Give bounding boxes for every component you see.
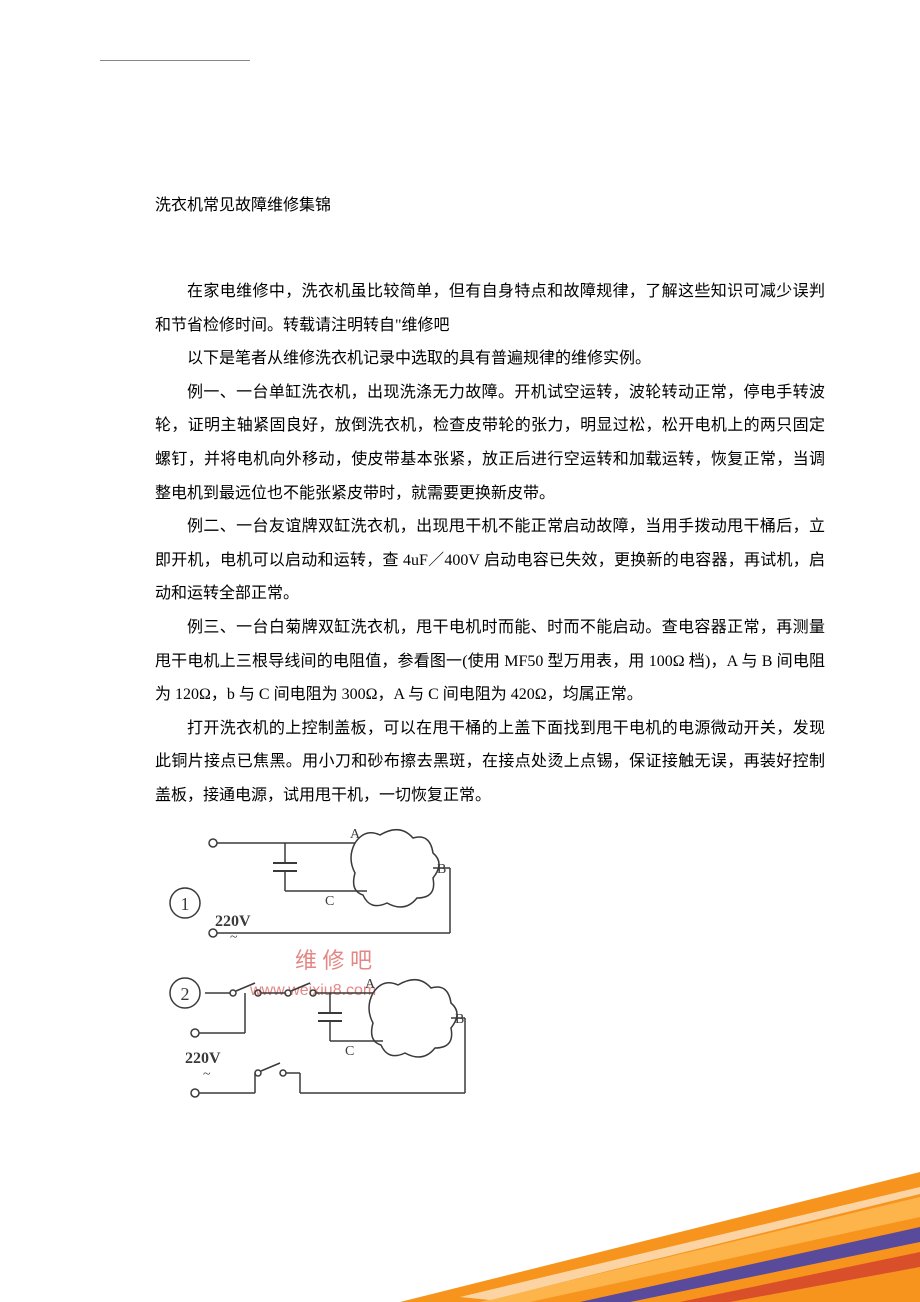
terminal-b-label: B xyxy=(437,862,446,877)
motor-coil-2 xyxy=(369,979,457,1056)
circuit-id-label: 1 xyxy=(181,894,190,914)
circuit-diagram-container: 1 A B xyxy=(155,823,825,1118)
terminal-a-label-2: A xyxy=(365,977,376,992)
ac-symbol-1: ~ xyxy=(230,930,238,945)
paragraph-example-3: 例三、一台白菊牌双缸洗衣机，甩干电机时而能、时而不能启动。查电容器正常，再测量甩… xyxy=(155,611,825,712)
footer-decoration xyxy=(400,1102,920,1302)
header-divider xyxy=(100,60,250,61)
deco-stripe-3 xyxy=(580,1227,920,1302)
ac-symbol-2: ~ xyxy=(203,1067,211,1082)
paragraph-1: 以下是笔者从维修洗衣机记录中选取的具有普遍规律的维修实例。 xyxy=(155,342,825,376)
switch-contact-5 xyxy=(255,1070,261,1076)
circuit-1: 1 A B xyxy=(170,827,450,945)
terminal-c-label-2: C xyxy=(345,1044,354,1059)
paragraph-example-1: 例一、一台单缸洗衣机，出现洗涤无力故障。开机试空运转，波轮转动正常，停电手转波轮… xyxy=(155,376,825,510)
paragraph-example-2: 例二、一台友谊牌双缸洗衣机，出现甩干机不能正常启动故障，当用手拨动甩干桶后，立即… xyxy=(155,510,825,611)
voltage-label-1: 220V xyxy=(215,913,251,930)
watermark-text: 维 修 吧 xyxy=(295,948,372,973)
terminal-c-label: C xyxy=(325,894,334,909)
circuit-id-label-2: 2 xyxy=(181,984,190,1004)
deco-stripe-4 xyxy=(680,1252,920,1302)
deco-stripe-light xyxy=(460,1187,920,1300)
switch-3 xyxy=(261,1063,280,1071)
terminal-bottom-2 xyxy=(191,1089,199,1097)
deco-stripe-2 xyxy=(480,1197,920,1302)
switch-contact-1 xyxy=(230,990,236,996)
paragraph-example-3b: 打开洗衣机的上控制盖板，可以在甩干桶的上盖下面找到甩干电机的电源微动开关，发现此… xyxy=(155,712,825,813)
voltage-label-2: 220V xyxy=(185,1050,221,1067)
motor-coil-1 xyxy=(351,829,439,906)
deco-stripe-1 xyxy=(400,1172,920,1302)
circuit-diagram: 1 A B xyxy=(155,823,485,1113)
terminal-top xyxy=(209,839,217,847)
terminal-b-label-2: B xyxy=(455,1012,464,1027)
switch-contact-6 xyxy=(280,1070,286,1076)
document-title: 洗衣机常见故障维修集锦 xyxy=(155,191,825,215)
terminal-bottom xyxy=(209,929,217,937)
terminal-a-label: A xyxy=(350,827,361,842)
paragraph-intro: 在家电维修中，洗衣机虽比较简单，但有自身特点和故障规律，了解这些知识可减少误判和… xyxy=(155,275,825,342)
terminal-mid-top xyxy=(191,1029,199,1037)
document-page: 洗衣机常见故障维修集锦 在家电维修中，洗衣机虽比较简单，但有自身特点和故障规律，… xyxy=(0,0,920,1118)
